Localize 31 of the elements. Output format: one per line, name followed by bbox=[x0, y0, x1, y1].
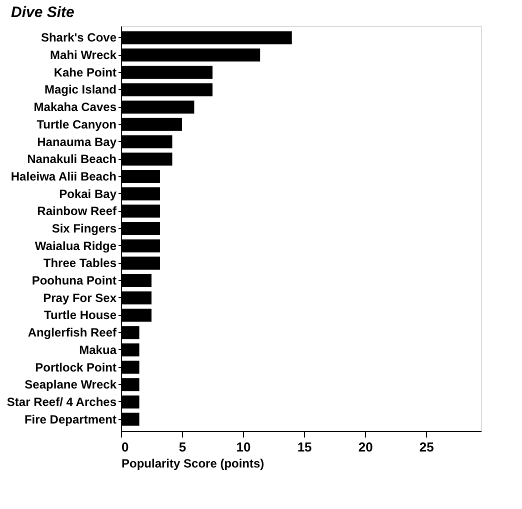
y-tick-label: Portlock Point bbox=[35, 360, 116, 374]
y-tick-label: Makaha Caves bbox=[34, 100, 117, 114]
y-tick-label: Fire Department bbox=[24, 412, 116, 426]
x-tick-label: 10 bbox=[236, 440, 251, 454]
x-tick-label: 25 bbox=[419, 440, 434, 454]
y-tick-label: Three Tables bbox=[43, 256, 117, 270]
y-tick-label: Pray For Sex bbox=[43, 290, 117, 305]
y-tick-label: Pokai Bay bbox=[59, 186, 117, 201]
y-tick-label: Nanakuli Beach bbox=[27, 152, 116, 166]
y-tick-label: Magic Island bbox=[44, 82, 116, 97]
x-axis-title: Popularity Score (points) bbox=[122, 456, 264, 470]
y-tick-label: Shark's Cove bbox=[40, 30, 117, 45]
y-tick-label: Makua bbox=[79, 342, 117, 357]
y-tick-label: Waialua Ridge bbox=[34, 238, 117, 253]
y-tick-label: Hanauma Bay bbox=[37, 134, 117, 149]
y-tick-label: Turtle Canyon bbox=[36, 117, 116, 132]
y-tick-label: Poohuna Point bbox=[32, 274, 117, 288]
y-tick-label: Mahi Wreck bbox=[50, 48, 117, 62]
y-axis-title: Dive Site bbox=[11, 4, 74, 21]
y-tick-label: Rainbow Reef bbox=[37, 204, 118, 218]
x-tick-label: 20 bbox=[358, 440, 373, 454]
y-tick-label: Turtle House bbox=[44, 308, 117, 322]
y-tick-label: Star Reef/ 4 Arches bbox=[6, 394, 117, 409]
x-tick-label: 15 bbox=[297, 440, 312, 454]
x-tick-label: 0 bbox=[122, 440, 129, 454]
y-tick-label: Anglerfish Reef bbox=[28, 326, 118, 340]
y-tick-label: Kahe Point bbox=[54, 65, 117, 80]
y-tick-label: Six Fingers bbox=[52, 222, 117, 236]
y-tick-label: Seaplane Wreck bbox=[24, 378, 117, 392]
x-tick-label: 5 bbox=[178, 440, 186, 454]
y-tick-label: Haleiwa Alii Beach bbox=[10, 169, 116, 184]
